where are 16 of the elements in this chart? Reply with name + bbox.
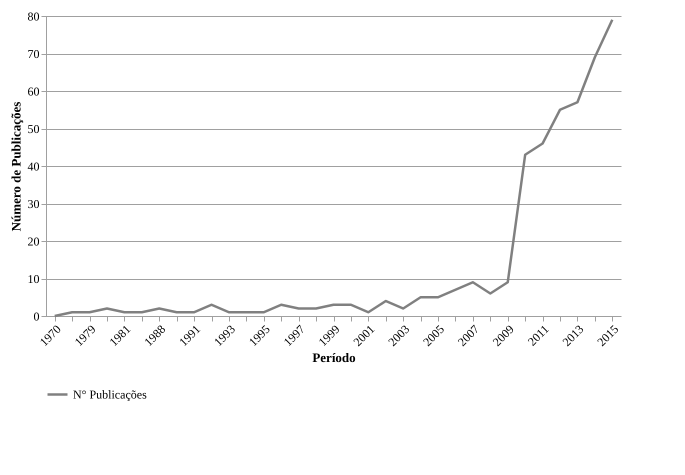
y-tick-label: 40 xyxy=(28,160,40,174)
line-series xyxy=(53,18,614,318)
x-tick-label: 2011 xyxy=(525,322,552,349)
y-tick-label: 60 xyxy=(28,84,40,98)
x-tick-label: 1981 xyxy=(106,322,134,349)
y-tick-label: 20 xyxy=(28,234,40,248)
x-axis-title: Período xyxy=(312,350,356,366)
y-axis-title: Número de Publicações xyxy=(8,102,24,232)
y-tick-label: 50 xyxy=(28,122,40,136)
x-tick-label: 1991 xyxy=(176,322,204,349)
y-tick-label: 70 xyxy=(28,47,40,61)
legend-label: N° Publicações xyxy=(73,388,148,402)
y-tick-label: 30 xyxy=(28,197,40,211)
y-tick-label: 0 xyxy=(34,310,40,324)
y-tick-label: 80 xyxy=(28,10,40,24)
y-tick-label: 10 xyxy=(28,272,40,286)
